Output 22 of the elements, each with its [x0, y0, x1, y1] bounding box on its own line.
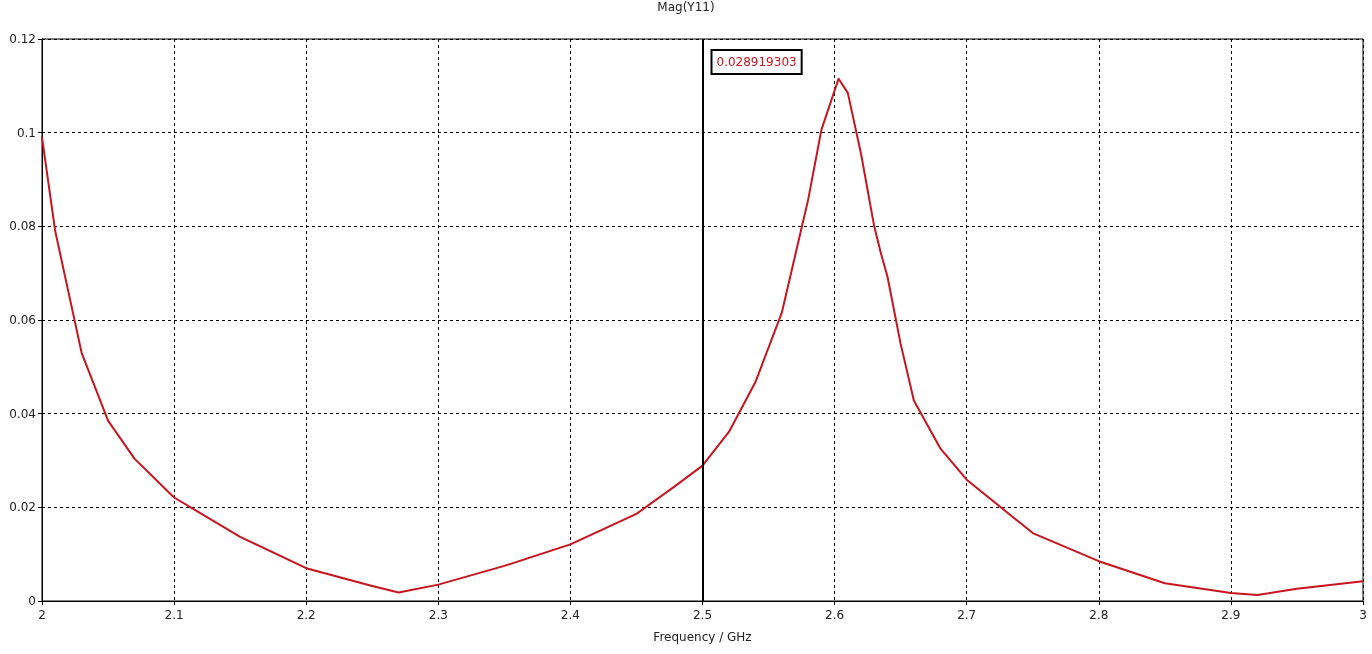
y-tick-label: 0.12: [9, 32, 36, 46]
y-tick-label: 0: [28, 594, 36, 608]
chart-title: Mag(Y11): [657, 0, 715, 14]
x-tick-label: 2.9: [1221, 608, 1241, 622]
x-tick-label: 2.5: [692, 608, 713, 622]
annotation: 0.028919303: [716, 55, 797, 69]
x-tick-label: 2.4: [560, 608, 580, 622]
y-tick-label: 0.02: [9, 500, 36, 515]
x-tick-label: 2.7: [957, 608, 977, 622]
x-tick-label: 2.1: [164, 608, 184, 622]
y-tick-label: 0.08: [9, 219, 36, 234]
line-series: [41, 77, 1364, 596]
x-tick-label: 2: [38, 608, 46, 622]
y-tick-label: 0.06: [9, 313, 36, 327]
x-axis-title: Frequency / GHz: [653, 630, 752, 644]
x-tick-label: 2.6: [825, 608, 845, 622]
y-tick-label: 0.1: [16, 125, 36, 140]
x-tick-label: 3: [1359, 608, 1367, 622]
x-tick-label: 2.2: [296, 608, 316, 622]
x-tick-label: 2.8: [1089, 608, 1109, 622]
x-tick-label: 2.3: [428, 608, 448, 622]
y-tick-label: 0.04: [9, 406, 36, 421]
